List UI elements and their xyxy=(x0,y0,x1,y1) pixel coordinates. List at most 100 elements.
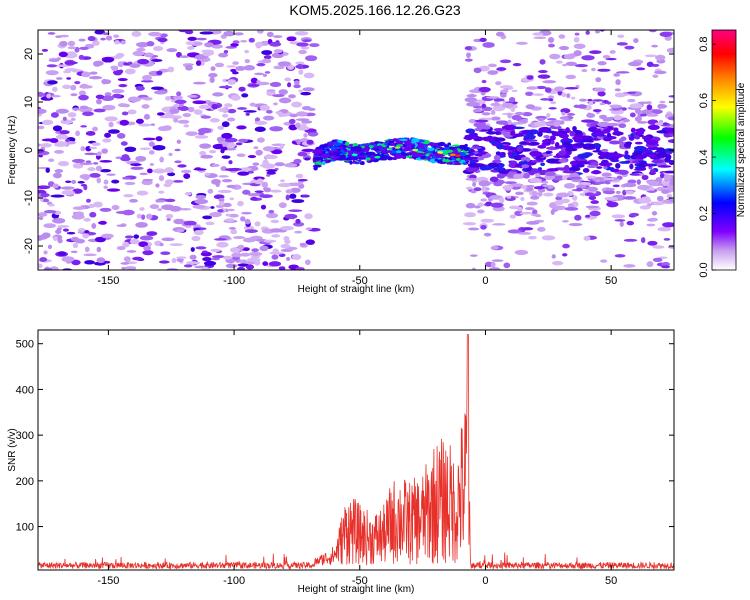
spectrogram-cell xyxy=(166,48,178,53)
spectrogram-cell xyxy=(280,244,291,249)
spectrogram-cell xyxy=(101,148,108,154)
spectrogram-cell xyxy=(169,243,184,247)
spectrogram-cell xyxy=(186,261,200,265)
spectrogram-cell xyxy=(482,42,495,48)
spectrogram-cell xyxy=(205,221,215,226)
spectrogram-cell xyxy=(568,222,583,227)
spectrogram-cell xyxy=(47,32,56,35)
spectrogram-cell xyxy=(655,54,666,61)
x-tick-label: -50 xyxy=(352,275,368,287)
spectrogram-cell xyxy=(231,252,243,258)
spectrogram-cell xyxy=(230,247,241,253)
spectrogram-cell xyxy=(595,179,600,183)
spectrogram-cell xyxy=(298,89,303,93)
spectrogram-cell xyxy=(89,211,97,218)
spectrogram-cell xyxy=(381,150,387,154)
spectrogram-cell xyxy=(490,261,496,268)
spectrogram-cell xyxy=(235,142,243,146)
spectrogram-cell xyxy=(85,131,96,136)
spectrogram-cell xyxy=(533,121,547,127)
spectrogram-cell xyxy=(263,187,272,193)
spectrogram-cell xyxy=(580,119,595,123)
spectrogram-cell xyxy=(533,186,545,190)
spectrogram-cell xyxy=(148,141,155,147)
spectrogram-cell xyxy=(94,30,106,35)
spectrogram-cell xyxy=(603,165,608,170)
spectrogram-cell xyxy=(554,199,565,205)
spectrogram-cell xyxy=(225,213,231,217)
spectrogram-cell xyxy=(131,31,142,37)
spectrogram-cell xyxy=(491,116,501,121)
spectrogram-cell xyxy=(468,132,478,138)
spectrogram-cell xyxy=(562,243,570,249)
spectrogram-cell xyxy=(651,211,658,216)
spectrogram-cell xyxy=(541,235,556,241)
spectrogram-cell xyxy=(662,222,674,228)
spectrogram-cell xyxy=(548,202,557,209)
spectrogram-cell xyxy=(558,158,567,163)
spectrogram-cell xyxy=(278,266,286,270)
spectrogram-cell xyxy=(641,174,649,181)
spectrogram-cell xyxy=(619,221,624,228)
spectrogram-cell xyxy=(85,160,92,164)
spectrogram-cell xyxy=(166,218,171,221)
spectrogram-cell xyxy=(495,81,502,86)
spectrogram-cell xyxy=(487,162,499,168)
spectrogram-cell xyxy=(532,93,544,96)
spectrogram-cell xyxy=(137,58,150,65)
spectrogram-cell xyxy=(394,154,399,158)
spectrogram-cell xyxy=(379,155,388,159)
snr-x-ticks: -150 -100 -50 0 50 xyxy=(97,330,617,587)
x-tick-label: 50 xyxy=(605,275,617,287)
spectrogram-cell xyxy=(448,146,456,150)
spectrogram-cell xyxy=(634,141,643,145)
spectrogram-cell xyxy=(495,31,505,37)
spectrogram-cell xyxy=(179,106,189,111)
x-tick-label: -100 xyxy=(223,575,245,587)
spectrogram-cell xyxy=(589,50,602,54)
spectrogram-cell xyxy=(52,125,63,132)
spectrogram-cell xyxy=(172,95,184,100)
spectrogram-cell xyxy=(198,104,211,110)
spectrogram-cell xyxy=(558,46,570,51)
spectrogram-cell xyxy=(666,193,673,199)
spectrogram-cell xyxy=(322,150,326,154)
spectrogram-cell xyxy=(634,116,642,122)
spectrogram-cell xyxy=(515,41,528,45)
spectrogram-cell xyxy=(146,213,153,220)
spectrogram-cell xyxy=(106,173,116,176)
spectrogram-cell xyxy=(576,160,590,165)
spectrogram-cell xyxy=(646,113,659,117)
spectrogram-cell xyxy=(500,93,507,98)
spectrogram-cell xyxy=(244,58,251,64)
spectrogram-cell xyxy=(117,61,124,68)
spectrogram-cell xyxy=(103,185,108,190)
spectrogram-cell xyxy=(222,78,228,83)
spectrogram-cell xyxy=(57,160,70,167)
spectrogram-cell xyxy=(62,116,67,121)
spectrogram-cell xyxy=(235,65,246,71)
spectrogram-cell xyxy=(615,190,621,194)
spectrogram-cell xyxy=(102,104,116,111)
spectrogram-cell xyxy=(254,126,266,132)
spectrogram-cell xyxy=(122,241,130,248)
spectrogram-cell xyxy=(72,242,79,249)
spectrogram-cell xyxy=(117,103,128,108)
spectrogram-cell xyxy=(265,212,278,219)
spectrogram-cell xyxy=(504,181,517,185)
spectrogram-cell xyxy=(480,91,486,96)
spectrogram-cell xyxy=(532,32,544,36)
spectrogram-cell xyxy=(221,155,231,159)
spectrogram-cell xyxy=(613,115,622,121)
spectrogram-cell xyxy=(564,87,579,90)
spectrogram-cell xyxy=(502,124,517,131)
spectrogram-cell xyxy=(269,81,282,88)
spectrogram-cell xyxy=(202,256,212,262)
spectrogram-cell xyxy=(569,160,578,166)
spectrogram-cell xyxy=(574,63,588,68)
spectrogram-cell xyxy=(467,227,480,231)
spectrogram-cell xyxy=(38,263,43,269)
spectrogram-cell xyxy=(295,267,305,270)
spectrogram-cell xyxy=(136,213,142,219)
spectrogram-cell xyxy=(173,117,179,123)
